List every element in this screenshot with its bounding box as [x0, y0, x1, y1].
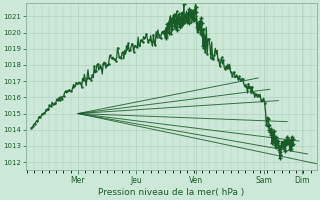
X-axis label: Pression niveau de la mer( hPa ): Pression niveau de la mer( hPa ) — [98, 188, 244, 197]
